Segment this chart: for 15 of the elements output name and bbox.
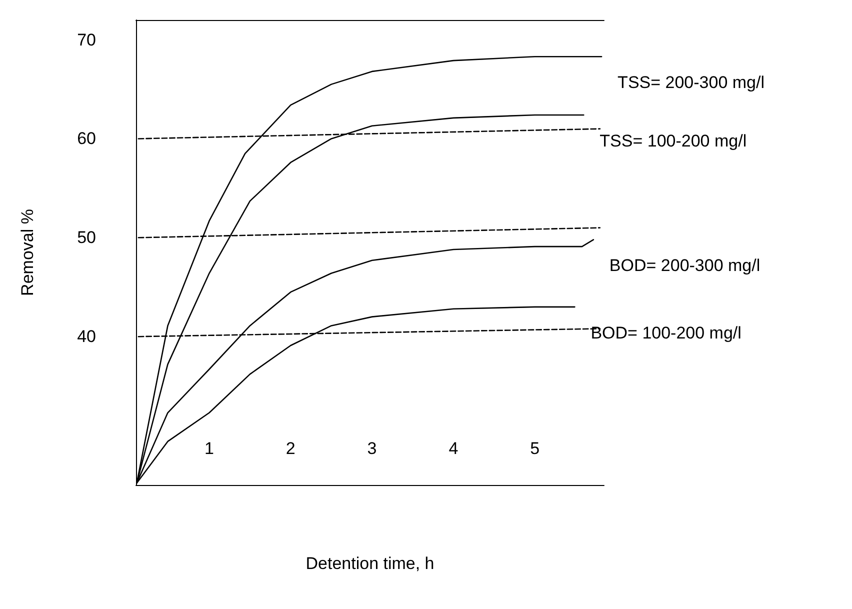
x-tick-label: 2: [286, 439, 296, 458]
x-axis-title: Detention time, h: [306, 554, 434, 573]
y-tick-label: 40: [77, 327, 96, 346]
series-label: TSS= 100-200 mg/l: [600, 131, 747, 150]
x-tick-label: 1: [204, 439, 214, 458]
series-label: BOD= 100-200 mg/l: [590, 323, 742, 342]
x-tick-label: 4: [448, 439, 458, 458]
y-axis-title: Removal %: [18, 209, 37, 296]
x-tick-label: 3: [367, 439, 377, 458]
y-tick-label: 50: [77, 228, 96, 248]
series-label: TSS= 200-300 mg/l: [618, 73, 765, 92]
y-tick-label: 60: [77, 129, 96, 148]
y-tick-label: 70: [77, 30, 96, 50]
x-tick-label: 5: [530, 439, 540, 458]
series-label: BOD= 200-300 mg/l: [609, 256, 760, 276]
